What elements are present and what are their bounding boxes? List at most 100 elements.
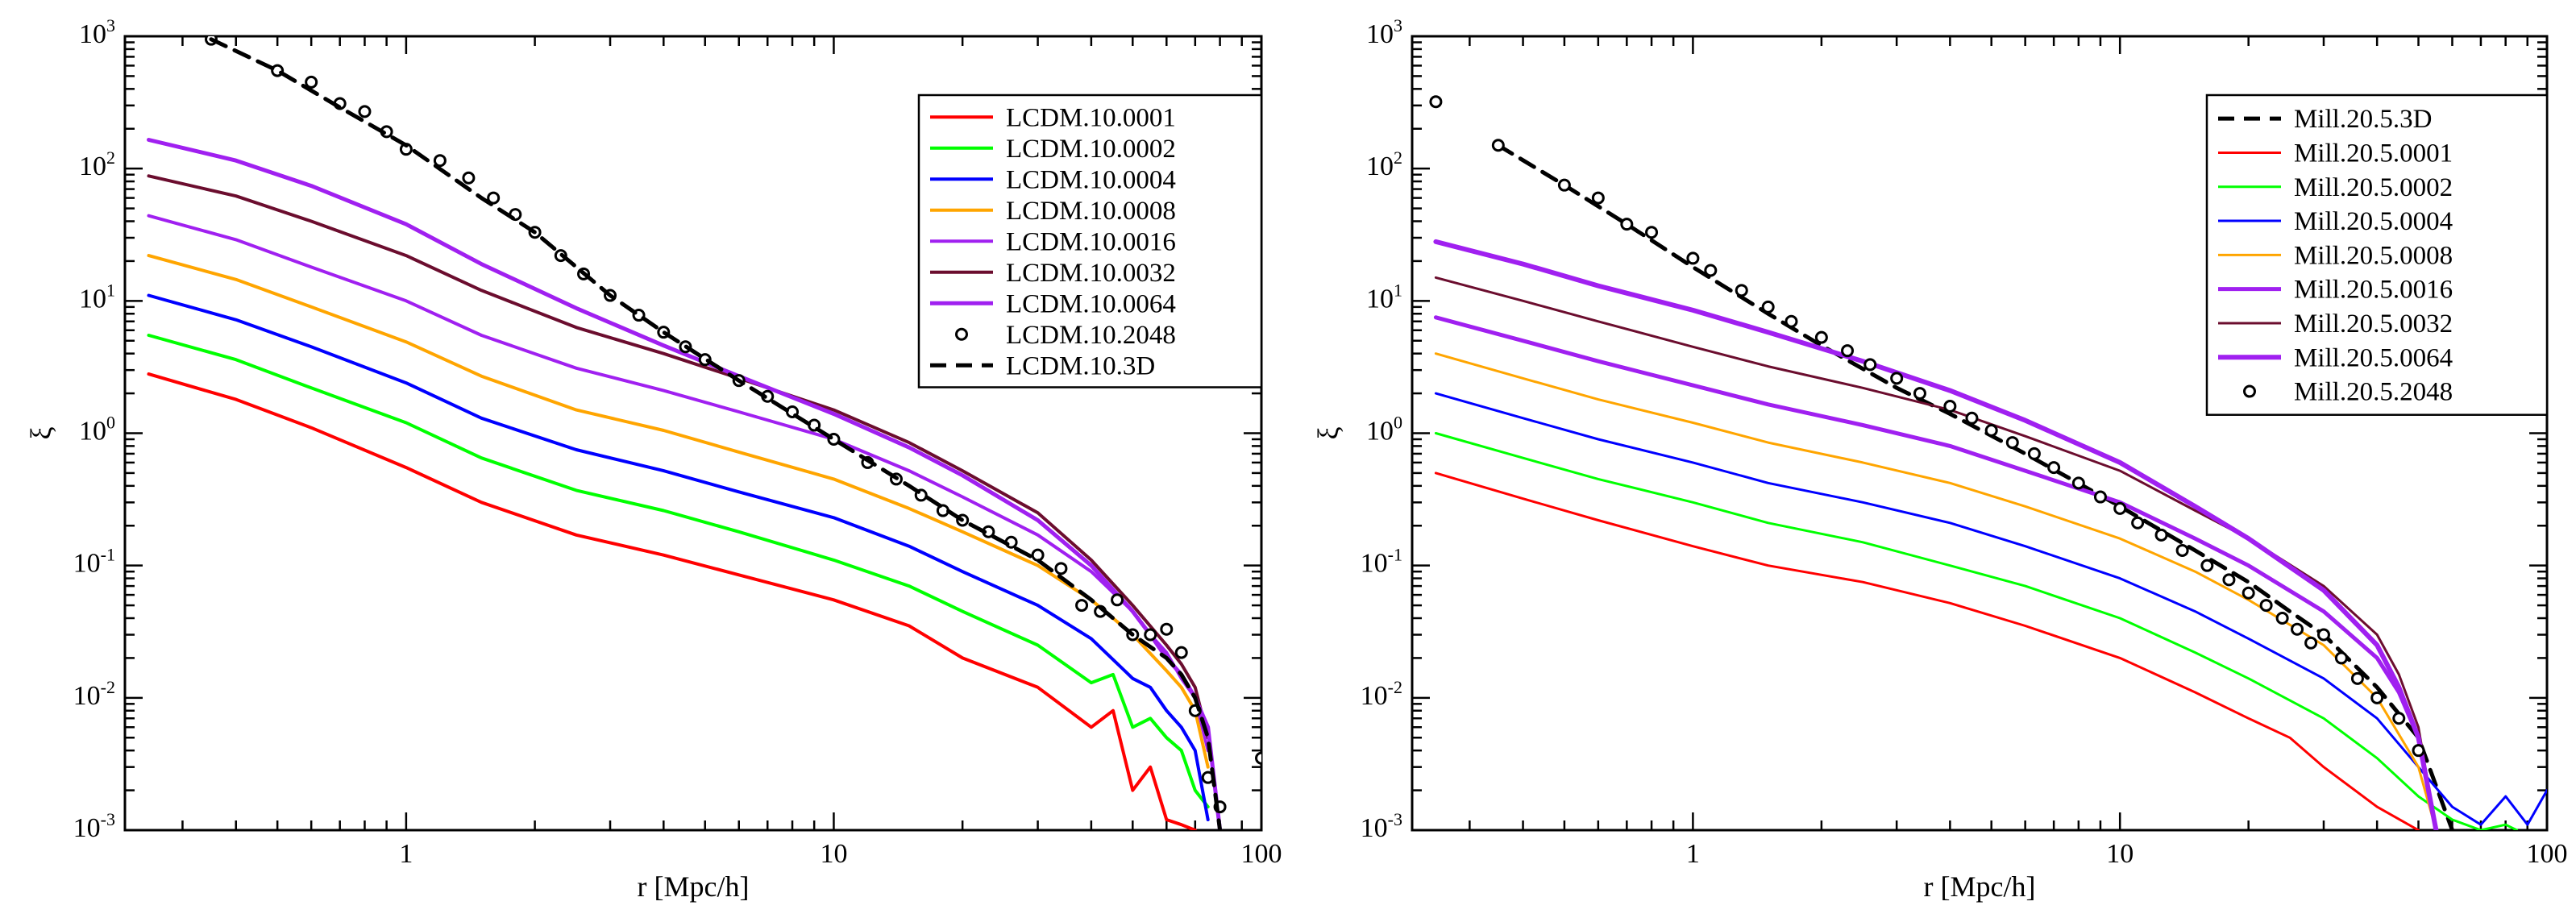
y-tick-label: 10-2 bbox=[1361, 677, 1402, 711]
y-axis-label: ξ bbox=[1312, 426, 1344, 439]
data-point bbox=[1174, 646, 1188, 659]
data-point bbox=[1686, 251, 1700, 265]
x-tick-label: 10 bbox=[2106, 839, 2134, 869]
legend-label: Mill.20.5.0002 bbox=[2294, 173, 2453, 202]
data-point bbox=[1943, 399, 1957, 413]
data-point bbox=[1429, 95, 1443, 109]
y-tick-label: 101 bbox=[1366, 280, 1402, 314]
data-point bbox=[2304, 636, 2318, 650]
series-line-mill-20-5-0001 bbox=[1434, 471, 2420, 830]
legend-label: LCDM.10.0064 bbox=[1006, 289, 1176, 318]
legend-label: LCDM.10.2048 bbox=[1006, 321, 1176, 350]
series-line-lcdm-10-0016 bbox=[147, 214, 1210, 753]
x-tick-label: 1 bbox=[1686, 839, 1700, 869]
y-axis-label: ξ bbox=[25, 426, 57, 439]
data-point bbox=[1491, 139, 1505, 152]
data-point bbox=[1704, 264, 1718, 277]
x-tick-label: 1 bbox=[399, 839, 413, 869]
legend-swatch-mill-20-5-2048 bbox=[2243, 384, 2256, 398]
data-point bbox=[1031, 548, 1045, 562]
data-point bbox=[1075, 599, 1089, 613]
series-line-lcdm-10-0004 bbox=[147, 293, 1210, 821]
legend-swatch-lcdm-10-2048 bbox=[955, 327, 968, 341]
legend-label: LCDM.10.0032 bbox=[1006, 259, 1176, 288]
data-point bbox=[2005, 436, 2019, 450]
data-point bbox=[1591, 191, 1605, 205]
legend-label: Mill.20.5.0064 bbox=[2294, 343, 2453, 372]
data-point bbox=[2350, 671, 2364, 685]
data-area bbox=[1429, 95, 2547, 830]
data-point bbox=[2131, 516, 2145, 530]
y-tick-label: 101 bbox=[79, 280, 115, 314]
data-point bbox=[1735, 284, 1748, 297]
data-point bbox=[1863, 358, 1877, 372]
x-tick-label: 100 bbox=[1241, 839, 1282, 869]
data-point bbox=[2154, 528, 2168, 542]
legend-label: Mill.20.5.0032 bbox=[2294, 309, 2453, 339]
data-point bbox=[1785, 314, 1798, 328]
series-line-mill-20-5-0016 bbox=[1433, 315, 2438, 830]
legend: Mill.20.5.3D Mill.20.5.0001 Mill.20.5.0002… bbox=[2205, 93, 2549, 416]
legend-label: LCDM.10.0001 bbox=[1006, 103, 1176, 132]
legend-label: Mill.20.5.0004 bbox=[2294, 207, 2453, 236]
data-point bbox=[1761, 300, 1775, 314]
y-tick-label: 10-2 bbox=[73, 677, 115, 711]
x-axis-label: r [Mpc/h] bbox=[1924, 870, 2036, 903]
data-point bbox=[2027, 447, 2041, 460]
data-point bbox=[1913, 387, 1926, 401]
legend-label: Mill.20.5.0001 bbox=[2294, 139, 2453, 168]
series-line-lcdm-10-3d bbox=[209, 37, 1223, 830]
data-point bbox=[2242, 586, 2255, 600]
legend-label: LCDM.10.0002 bbox=[1006, 135, 1176, 164]
data-point bbox=[2071, 476, 2085, 490]
data-point bbox=[1111, 593, 1124, 607]
legend-label: LCDM.10.0008 bbox=[1006, 197, 1176, 226]
series-line-lcdm-10-0001 bbox=[147, 372, 1197, 830]
data-point bbox=[1814, 330, 1828, 344]
data-point bbox=[1645, 226, 1659, 239]
y-tick-label: 100 bbox=[1366, 413, 1402, 447]
data-point bbox=[2093, 490, 2107, 504]
data-point bbox=[2222, 573, 2236, 587]
data-point bbox=[2275, 611, 2289, 625]
data-point bbox=[462, 171, 476, 185]
left-panel-lcdm: 1 10 100 10-3 10-2 10-1 100 101 102 103 r [Mpc/h] ξ… bbox=[25, 15, 1282, 903]
legend-label: LCDM.10.3D bbox=[1006, 351, 1155, 380]
data-point bbox=[1557, 178, 1571, 192]
legend-label: LCDM.10.0004 bbox=[1006, 165, 1176, 194]
data-point bbox=[1890, 372, 1904, 385]
series-line-mill-20-5-0032 bbox=[1434, 276, 2437, 830]
series-line-mill-20-5-0004 bbox=[1434, 392, 2547, 826]
data-point bbox=[2113, 501, 2127, 515]
series-line-lcdm-10-0002 bbox=[147, 334, 1210, 809]
y-tick-label: 10-3 bbox=[73, 809, 115, 843]
y-tick-label: 10-3 bbox=[1361, 809, 1402, 843]
data-point bbox=[1984, 424, 1998, 438]
series-line-lcdm-10-0032 bbox=[147, 174, 1210, 740]
data-point bbox=[487, 191, 501, 205]
data-point bbox=[1054, 562, 1068, 575]
series-mill-20-5-2048 bbox=[1429, 95, 2425, 758]
y-tick-label: 102 bbox=[1366, 147, 1402, 181]
data-point bbox=[433, 154, 447, 168]
data-point bbox=[2259, 599, 2273, 613]
x-tick-label: 100 bbox=[2527, 839, 2568, 869]
data-point bbox=[2392, 712, 2406, 725]
data-point bbox=[1841, 344, 1855, 358]
right-panel-millennium: 1 10 100 10-3 10-2 10-1 100 101 102 103 r [Mpc/h] ξ… bbox=[1312, 15, 2568, 903]
data-point bbox=[358, 105, 372, 118]
series-line-lcdm-10-0008 bbox=[147, 254, 1210, 769]
legend-label: Mill.20.5.0016 bbox=[2294, 276, 2453, 305]
data-point bbox=[1965, 411, 1979, 425]
y-tick-label: 103 bbox=[1366, 15, 1402, 49]
data-point bbox=[2370, 691, 2384, 704]
legend-label: Mill.20.5.0008 bbox=[2294, 241, 2453, 270]
data-area bbox=[147, 36, 1261, 830]
legend-label: LCDM.10.0016 bbox=[1006, 227, 1176, 256]
y-tick-label: 10-1 bbox=[1361, 545, 1402, 579]
x-axis-label: r [Mpc/h] bbox=[638, 870, 750, 903]
data-point bbox=[2200, 559, 2214, 572]
data-point bbox=[2175, 543, 2189, 557]
